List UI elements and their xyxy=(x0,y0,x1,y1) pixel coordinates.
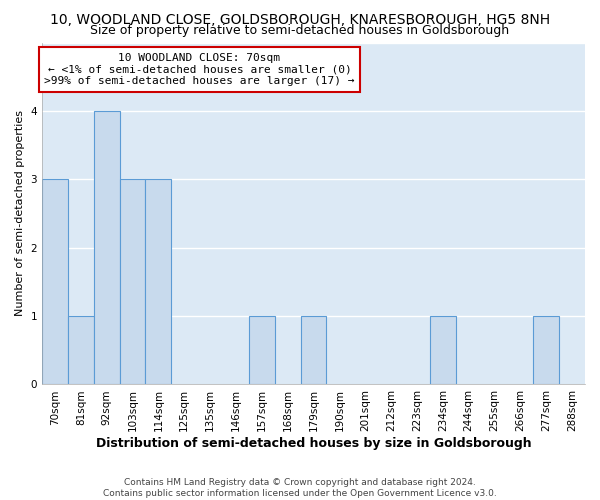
Text: Size of property relative to semi-detached houses in Goldsborough: Size of property relative to semi-detach… xyxy=(91,24,509,37)
Bar xyxy=(119,180,145,384)
Bar xyxy=(94,111,119,384)
Bar xyxy=(430,316,456,384)
Y-axis label: Number of semi-detached properties: Number of semi-detached properties xyxy=(15,110,25,316)
Text: 10, WOODLAND CLOSE, GOLDSBOROUGH, KNARESBOROUGH, HG5 8NH: 10, WOODLAND CLOSE, GOLDSBOROUGH, KNARES… xyxy=(50,12,550,26)
Bar xyxy=(533,316,559,384)
Bar xyxy=(301,316,326,384)
Bar xyxy=(42,180,68,384)
X-axis label: Distribution of semi-detached houses by size in Goldsborough: Distribution of semi-detached houses by … xyxy=(96,437,532,450)
Bar xyxy=(68,316,94,384)
Text: 10 WOODLAND CLOSE: 70sqm
← <1% of semi-detached houses are smaller (0)
>99% of s: 10 WOODLAND CLOSE: 70sqm ← <1% of semi-d… xyxy=(44,53,355,86)
Text: Contains HM Land Registry data © Crown copyright and database right 2024.
Contai: Contains HM Land Registry data © Crown c… xyxy=(103,478,497,498)
Bar xyxy=(145,180,172,384)
Bar xyxy=(249,316,275,384)
